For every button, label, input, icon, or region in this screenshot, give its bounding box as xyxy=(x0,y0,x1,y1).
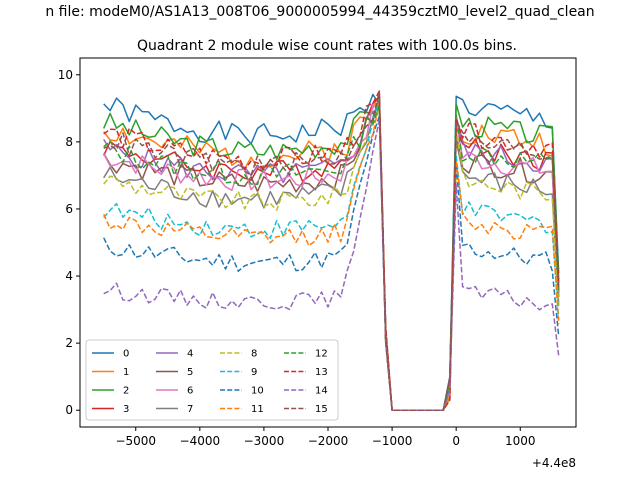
legend-label-2: 2 xyxy=(123,386,129,397)
legend-label-15: 15 xyxy=(315,404,328,415)
legend-label-11: 11 xyxy=(251,404,264,415)
legend-label-0: 0 xyxy=(123,349,129,360)
series-line-1 xyxy=(103,94,560,411)
x-tick-label: 0 xyxy=(452,434,460,448)
y-axis: 0 2 4 6 8 10 xyxy=(58,68,80,417)
series-line-6 xyxy=(103,104,560,411)
x-tick-label: −5000 xyxy=(115,434,156,448)
series-line-14 xyxy=(103,118,560,411)
legend-label-14: 14 xyxy=(315,386,328,397)
x-tick-label: −4000 xyxy=(180,434,221,448)
chart-suptitle: n file: modeM0/AS1A13_008T06_9000005994_… xyxy=(45,4,594,20)
series-line-15 xyxy=(103,90,560,411)
legend-label-13: 13 xyxy=(315,367,328,378)
x-offset-label: +4.4e8 xyxy=(532,456,576,470)
legend-label-7: 7 xyxy=(187,404,193,415)
x-tick-label: 1000 xyxy=(505,434,536,448)
series-line-0 xyxy=(103,93,560,411)
y-tick-label: 8 xyxy=(65,135,73,149)
series-line-11 xyxy=(103,102,560,411)
legend-label-8: 8 xyxy=(251,349,257,360)
x-axis: −5000 −4000 −3000 −2000 −1000 0 1000 xyxy=(115,427,536,448)
legend-label-10: 10 xyxy=(251,386,264,397)
x-tick-label: −2000 xyxy=(308,434,349,448)
series-line-8 xyxy=(103,108,560,411)
series-line-13 xyxy=(103,90,560,411)
y-tick-label: 2 xyxy=(65,336,73,350)
y-tick-label: 4 xyxy=(65,269,73,283)
legend-label-9: 9 xyxy=(251,367,257,378)
y-tick-label: 10 xyxy=(58,68,73,82)
series-line-4 xyxy=(103,107,560,411)
x-tick-label: −3000 xyxy=(244,434,285,448)
chart-title: Quadrant 2 module wise count rates with … xyxy=(137,38,517,54)
legend-label-12: 12 xyxy=(315,349,328,360)
series-layer xyxy=(103,90,560,411)
legend-box xyxy=(85,339,339,421)
series-line-9 xyxy=(103,101,560,411)
y-tick-label: 0 xyxy=(65,403,73,417)
series-line-10 xyxy=(103,115,560,411)
legend-label-4: 4 xyxy=(187,349,193,360)
y-tick-label: 6 xyxy=(65,202,73,216)
series-line-2 xyxy=(103,103,560,411)
legend-label-5: 5 xyxy=(187,367,193,378)
legend-label-6: 6 xyxy=(187,386,193,397)
legend-label-1: 1 xyxy=(123,367,129,378)
plot-frame xyxy=(79,57,577,428)
x-tick-label: −1000 xyxy=(372,434,413,448)
legend-label-3: 3 xyxy=(123,404,129,415)
